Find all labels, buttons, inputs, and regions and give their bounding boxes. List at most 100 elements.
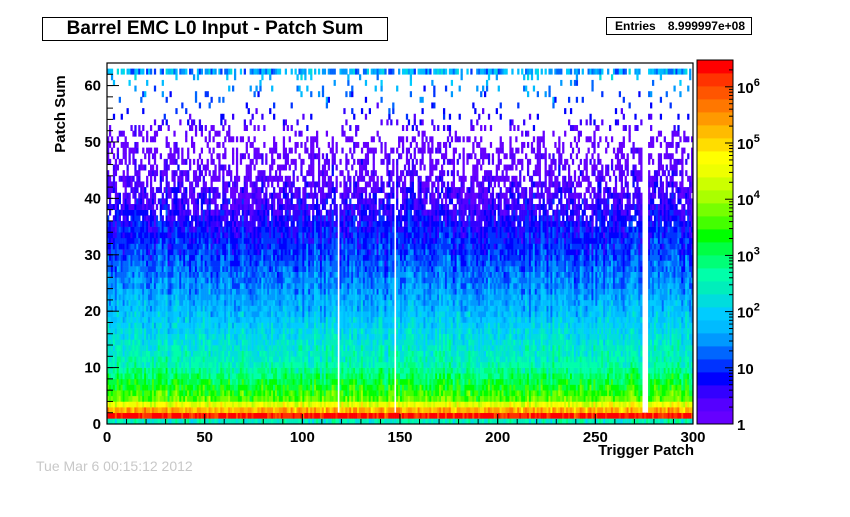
heatmap-cell xyxy=(251,68,254,75)
heatmap-cell xyxy=(222,316,225,323)
heatmap-cell xyxy=(286,328,289,335)
heatmap-cell xyxy=(171,187,174,194)
heatmap-cell xyxy=(187,350,190,357)
heatmap-cell xyxy=(286,249,289,256)
heatmap-cell xyxy=(114,232,118,239)
heatmap-cell xyxy=(192,339,196,346)
heatmap-cell xyxy=(284,254,287,261)
heatmap-cell xyxy=(194,243,198,250)
heatmap-cell xyxy=(239,412,243,419)
heatmap-cell xyxy=(269,373,272,380)
heatmap-cell xyxy=(245,170,248,177)
heatmap-cell xyxy=(286,311,289,318)
heatmap-cell xyxy=(224,209,227,216)
heatmap-cell xyxy=(274,232,278,239)
heatmap-cell xyxy=(189,407,192,414)
heatmap-cell xyxy=(310,407,313,414)
heatmap-cell xyxy=(212,412,215,419)
heatmap-cell xyxy=(300,282,303,289)
heatmap-cell xyxy=(134,226,137,233)
heatmap-cell xyxy=(140,401,143,408)
heatmap-cell xyxy=(271,384,274,391)
heatmap-cell xyxy=(185,373,188,380)
heatmap-cell xyxy=(288,378,291,385)
heatmap-cell xyxy=(112,401,116,408)
heatmap-cell xyxy=(302,395,305,402)
heatmap-cell xyxy=(228,367,231,374)
heatmap-cell xyxy=(151,311,155,318)
heatmap-cell xyxy=(138,130,141,137)
heatmap-cell xyxy=(261,266,264,272)
heatmap-cell xyxy=(312,164,315,171)
heatmap-cell xyxy=(235,356,239,363)
heatmap-cell xyxy=(196,204,200,210)
heatmap-cell xyxy=(151,204,155,210)
heatmap-cell xyxy=(149,209,153,216)
heatmap-cell xyxy=(108,356,112,363)
heatmap-cell xyxy=(175,260,178,267)
heatmap-cell xyxy=(243,412,246,419)
heatmap-cell xyxy=(263,277,266,284)
heatmap-cell xyxy=(233,237,237,244)
heatmap-cell xyxy=(130,316,133,323)
heatmap-cell xyxy=(267,237,270,244)
heatmap-cell xyxy=(222,96,225,103)
heatmap-cell xyxy=(114,209,118,216)
heatmap-cell xyxy=(280,305,284,312)
heatmap-cell xyxy=(280,266,284,272)
heatmap-cell xyxy=(218,226,221,233)
heatmap-cell xyxy=(136,209,139,216)
heatmap-cell xyxy=(153,237,157,244)
heatmap-cell xyxy=(149,136,153,143)
heatmap-cell xyxy=(208,209,211,216)
heatmap-cell xyxy=(149,288,153,295)
heatmap-cell xyxy=(148,322,151,329)
heatmap-cell xyxy=(310,254,313,261)
heatmap-cell xyxy=(194,316,198,323)
heatmap-cell xyxy=(245,339,248,346)
heatmap-cell xyxy=(171,288,174,295)
heatmap-cell xyxy=(122,130,125,137)
heatmap-cell xyxy=(302,350,305,357)
heatmap-cell xyxy=(249,266,252,272)
heatmap-cell xyxy=(310,204,313,210)
heatmap-cell xyxy=(245,345,248,351)
heatmap-cell xyxy=(304,187,307,194)
heatmap-cell xyxy=(216,277,219,284)
heatmap-cell xyxy=(167,215,170,222)
heatmap-cell xyxy=(179,220,182,227)
heatmap-cell xyxy=(214,237,217,244)
heatmap-cell xyxy=(192,311,196,318)
heatmap-cell xyxy=(210,294,213,301)
heatmap-cell xyxy=(189,390,192,397)
heatmap-cell xyxy=(310,68,313,75)
heatmap-cell xyxy=(296,266,299,272)
heatmap-cell xyxy=(224,198,227,205)
heatmap-cell xyxy=(155,232,159,239)
heatmap-cell xyxy=(206,254,209,261)
heatmap-cell xyxy=(163,407,166,414)
heatmap-cell xyxy=(304,356,307,363)
heatmap-cell xyxy=(280,277,284,284)
heatmap-cell xyxy=(259,198,262,205)
heatmap-cell xyxy=(249,361,252,368)
heatmap-cell xyxy=(169,378,172,385)
heatmap-cell xyxy=(206,311,209,318)
heatmap-cell xyxy=(222,153,225,160)
heatmap-cell xyxy=(306,384,309,391)
heatmap-cell xyxy=(259,204,262,210)
heatmap-cell xyxy=(171,198,174,205)
heatmap-cell xyxy=(274,141,278,148)
heatmap-cell xyxy=(292,356,295,363)
heatmap-cell xyxy=(169,209,172,216)
heatmap-cell xyxy=(134,299,137,306)
heatmap-cell xyxy=(149,390,153,397)
heatmap-cell xyxy=(294,294,297,301)
heatmap-cell xyxy=(253,401,256,408)
heatmap-cell xyxy=(112,299,116,306)
heatmap-cell xyxy=(257,175,260,182)
heatmap-cell xyxy=(163,220,166,227)
heatmap-cell xyxy=(251,407,254,414)
heatmap-cell xyxy=(278,390,282,397)
heatmap-cell xyxy=(310,181,313,188)
